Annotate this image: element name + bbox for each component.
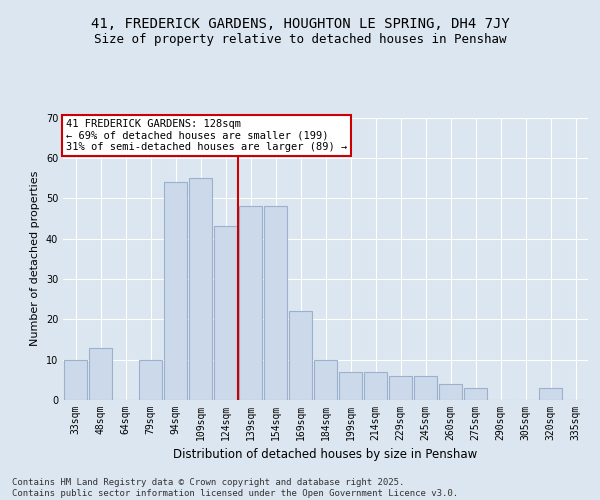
Bar bbox=[139, 360, 163, 400]
Bar bbox=[314, 360, 337, 400]
Text: 41, FREDERICK GARDENS, HOUGHTON LE SPRING, DH4 7JY: 41, FREDERICK GARDENS, HOUGHTON LE SPRIN… bbox=[91, 18, 509, 32]
Text: Size of property relative to detached houses in Penshaw: Size of property relative to detached ho… bbox=[94, 32, 506, 46]
Bar bbox=[539, 388, 562, 400]
Bar bbox=[239, 206, 262, 400]
Text: Contains HM Land Registry data © Crown copyright and database right 2025.
Contai: Contains HM Land Registry data © Crown c… bbox=[12, 478, 458, 498]
Bar bbox=[413, 376, 437, 400]
Bar bbox=[64, 360, 88, 400]
Bar bbox=[289, 311, 313, 400]
Bar bbox=[188, 178, 212, 400]
Bar bbox=[364, 372, 388, 400]
Y-axis label: Number of detached properties: Number of detached properties bbox=[30, 171, 40, 346]
Bar bbox=[263, 206, 287, 400]
Bar bbox=[464, 388, 487, 400]
Bar bbox=[338, 372, 362, 400]
Bar bbox=[164, 182, 187, 400]
Bar bbox=[214, 226, 238, 400]
X-axis label: Distribution of detached houses by size in Penshaw: Distribution of detached houses by size … bbox=[173, 448, 478, 462]
Bar bbox=[89, 348, 112, 400]
Bar bbox=[439, 384, 463, 400]
Text: 41 FREDERICK GARDENS: 128sqm
← 69% of detached houses are smaller (199)
31% of s: 41 FREDERICK GARDENS: 128sqm ← 69% of de… bbox=[65, 119, 347, 152]
Bar bbox=[389, 376, 412, 400]
